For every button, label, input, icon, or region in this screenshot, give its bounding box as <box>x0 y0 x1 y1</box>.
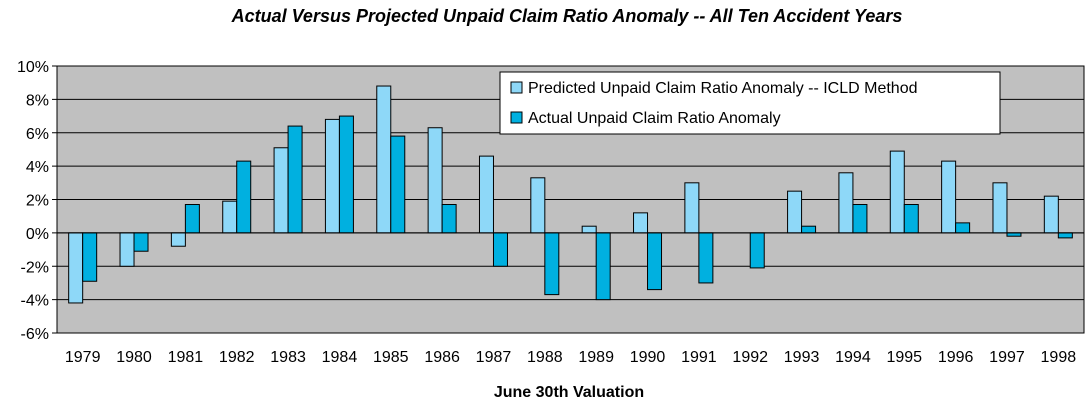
bar-predicted-1980 <box>119 232 135 267</box>
bar-predicted-1982 <box>222 200 238 234</box>
bar-predicted-1979 <box>68 232 84 304</box>
legend-label-actual: Actual Unpaid Claim Ratio Anomaly <box>528 110 781 127</box>
x-tick-label: 1985 <box>373 349 409 366</box>
y-tick-label: -2% <box>21 259 49 276</box>
y-tick-label: 10% <box>17 59 49 76</box>
bar-predicted-1983 <box>273 147 289 234</box>
y-tick-label: -4% <box>21 293 49 310</box>
chart-title: Actual Versus Projected Unpaid Claim Rat… <box>231 6 903 26</box>
x-tick-label: 1998 <box>1041 349 1077 366</box>
x-tick-label: 1989 <box>578 349 614 366</box>
legend-box <box>499 71 1001 135</box>
x-tick-label: 1983 <box>270 349 306 366</box>
bar-actual-1988 <box>544 232 560 296</box>
bars <box>57 85 1084 304</box>
bar-predicted-1993 <box>787 190 803 234</box>
legend-swatch-predicted <box>510 81 523 94</box>
bar-actual-1986 <box>441 204 457 234</box>
y-tick-label: 0% <box>26 226 49 243</box>
bar-actual-1991 <box>698 232 714 284</box>
bar-actual-1987 <box>492 232 508 267</box>
x-tick-label: 1981 <box>168 349 204 366</box>
bar-predicted-1991 <box>684 182 700 234</box>
bar-predicted-1986 <box>427 127 443 234</box>
x-tick-label: 1979 <box>65 349 101 366</box>
bar-actual-1985 <box>390 135 406 234</box>
bar-actual-1980 <box>133 232 149 252</box>
bar-actual-1990 <box>647 232 663 291</box>
x-tick-label: 1987 <box>476 349 512 366</box>
bar-actual-1996 <box>955 222 971 234</box>
bar-actual-1995 <box>903 204 919 234</box>
x-tick-label: 1984 <box>322 349 358 366</box>
bar-actual-1993 <box>801 225 817 234</box>
y-tick-label: 6% <box>26 126 49 143</box>
bar-actual-1997 <box>1006 232 1022 237</box>
x-tick-label: 1996 <box>938 349 974 366</box>
y-tick-label: 2% <box>26 193 49 210</box>
bar-predicted-1994 <box>838 172 854 234</box>
x-tick-label: 1991 <box>681 349 717 366</box>
bar-actual-1989 <box>595 232 611 301</box>
bar-predicted-1996 <box>941 160 957 234</box>
legend-label-predicted: Predicted Unpaid Claim Ratio Anomaly -- … <box>528 80 918 97</box>
bar-predicted-1985 <box>376 85 392 234</box>
bar-actual-1983 <box>287 125 303 234</box>
bar-predicted-1981 <box>170 232 186 247</box>
x-tick-label: 1988 <box>527 349 563 366</box>
bar-actual-1994 <box>852 204 868 234</box>
bar-actual-1979 <box>82 232 98 282</box>
x-tick-label: 1997 <box>989 349 1025 366</box>
bar-predicted-1990 <box>633 212 649 234</box>
bar-predicted-1987 <box>478 155 494 234</box>
bar-predicted-1989 <box>581 225 597 234</box>
x-tick-label: 1994 <box>835 349 871 366</box>
bar-actual-1981 <box>184 204 200 234</box>
x-tick-label: 1993 <box>784 349 820 366</box>
legend: Predicted Unpaid Claim Ratio Anomaly -- … <box>499 71 1001 135</box>
bar-predicted-1995 <box>889 150 905 234</box>
x-tick-label: 1980 <box>116 349 152 366</box>
bar-actual-1982 <box>236 160 252 234</box>
x-axis-ticks: 1979 1980 1981 1982 1983 1984 1985 1986 1987 1988… <box>65 349 1076 366</box>
bar-actual-1992 <box>749 232 765 269</box>
bar-predicted-1997 <box>992 182 1008 234</box>
bar-predicted-1984 <box>324 118 340 234</box>
bar-predicted-1998 <box>1043 195 1059 234</box>
y-tick-label: 4% <box>26 159 49 176</box>
legend-swatch-actual <box>510 111 523 124</box>
y-tick-label: 8% <box>26 92 49 109</box>
x-tick-label: 1995 <box>886 349 922 366</box>
y-tick-label: -6% <box>21 326 49 343</box>
x-tick-label: 1990 <box>630 349 666 366</box>
bar-predicted-1988 <box>530 177 546 234</box>
bar-actual-1984 <box>338 115 354 234</box>
bar-actual-1998 <box>1057 232 1073 239</box>
y-axis-ticks: -6% -4% -2% 0% 2% 4% 6% 8% 10% <box>17 59 57 343</box>
x-tick-label: 1982 <box>219 349 255 366</box>
x-axis-label: June 30th Valuation <box>494 384 644 401</box>
x-tick-label: 1986 <box>424 349 460 366</box>
x-tick-label: 1992 <box>732 349 768 366</box>
